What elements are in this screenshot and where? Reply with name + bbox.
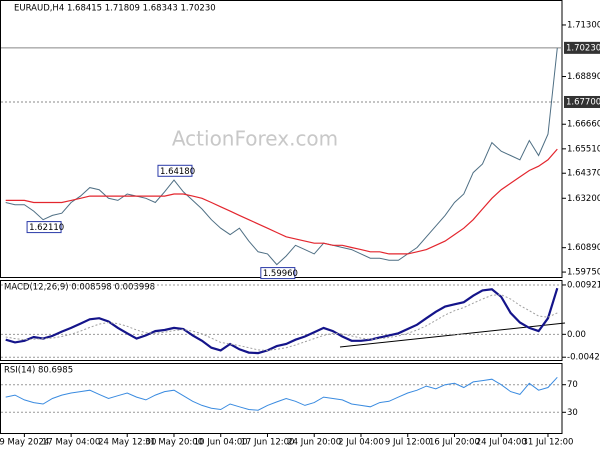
- macd-panel: [0, 280, 563, 361]
- y-tick-label: 1.60890: [567, 243, 600, 253]
- price-level-box: [564, 41, 600, 54]
- series-line: [5, 376, 558, 411]
- x-tick-label: 24 Jul 04:00: [476, 438, 527, 448]
- y-tick-label: 1.71300: [567, 20, 600, 30]
- rsi-title: RSI(14) 80.6985: [4, 366, 73, 376]
- x-tick-label: 17 May 04:00: [42, 438, 100, 448]
- annotation-label: 1.64180: [160, 167, 195, 177]
- y-tick-label: 70: [567, 380, 578, 390]
- x-tick-label: 24 May 12:00: [98, 438, 156, 448]
- macd-title: MACD(12,26,9) 0.008598 0.003998: [4, 283, 155, 293]
- annotation-label: 1.62110: [29, 223, 64, 233]
- x-tick-label: 16 Jul 20:00: [429, 438, 480, 448]
- y-tick-label: 1.59750: [567, 268, 600, 278]
- x-tick-label: 9 Jul 12:00: [385, 438, 431, 448]
- price-level-label: 1.70230: [566, 43, 600, 53]
- annotation-box: [26, 221, 62, 234]
- series-line: [5, 148, 558, 255]
- y-tick-label: 1.63200: [567, 194, 600, 204]
- rsi-panel: [0, 363, 563, 434]
- y-tick-label: 1.65510: [567, 144, 600, 154]
- x-tick-label: 24 Jun 20:00: [287, 438, 341, 448]
- annotation-box: [260, 267, 296, 280]
- watermark: ActionForex.com: [172, 127, 338, 151]
- series-line: [5, 294, 558, 351]
- annotation-label: 1.59960: [263, 269, 298, 279]
- series-line: [5, 287, 559, 355]
- series-line: [5, 47, 558, 266]
- y-tick-label: 1.68890: [567, 72, 600, 82]
- x-tick-label: 31 May 20:00: [145, 438, 203, 448]
- price-level-box: [564, 95, 600, 108]
- price-level-label: 1.67700: [566, 97, 600, 107]
- x-tick-label: 10 Jun 04:00: [194, 438, 248, 448]
- annotation-box: [157, 164, 193, 177]
- price-title: EURAUD,H4 1.68415 1.71809 1.68343 1.7023…: [14, 4, 216, 14]
- y-tick-label: 0.00: [567, 330, 586, 340]
- y-tick-label: 1.66660: [567, 120, 600, 130]
- y-tick-label: 0.009211: [567, 280, 600, 290]
- x-tick-label: 17 Jun 12:00: [240, 438, 294, 448]
- x-tick-label: 31 Jul 12:00: [522, 438, 573, 448]
- x-tick-label: 9 May 2024: [0, 438, 49, 448]
- x-tick-label: 2 Jul 04:00: [338, 438, 384, 448]
- y-tick-label: 30: [567, 408, 578, 418]
- y-tick-label: 1.64370: [567, 169, 600, 179]
